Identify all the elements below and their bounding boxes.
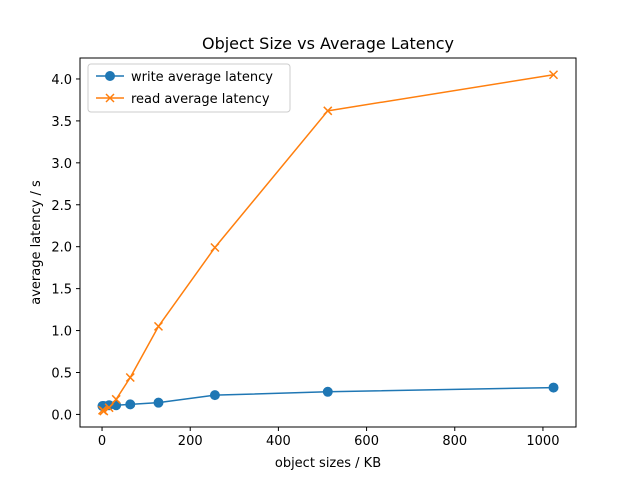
y-tick-label: 3.0 <box>51 157 72 172</box>
legend-label: read average latency <box>131 92 270 107</box>
x-tick-label: 600 <box>354 434 379 449</box>
x-tick-label: 200 <box>178 434 203 449</box>
y-tick-label: 1.5 <box>51 283 72 298</box>
write-average-latency-point <box>125 399 136 410</box>
y-axis-ticks: 0.0 0.5 1.0 1.5 2.0 2.5 3.0 3.5 4.0 <box>51 73 80 423</box>
series-layer <box>97 70 559 416</box>
x-tick-label: 0 <box>98 434 106 449</box>
read-average-latency-point <box>99 406 109 416</box>
y-tick-label: 2.0 <box>51 241 72 256</box>
y-tick-label: 0.5 <box>51 366 72 381</box>
x-tick-label: 1000 <box>526 434 559 449</box>
x-axis-ticks: 0 200 400 600 800 1000 <box>98 427 559 449</box>
y-tick-label: 3.5 <box>51 115 72 130</box>
legend: write average latency read average latenc… <box>87 63 291 113</box>
y-tick-label: 4.0 <box>51 73 72 88</box>
read-average-latency-point <box>125 372 135 383</box>
x-axis-label: object sizes / KB <box>275 456 381 471</box>
read-average-latency-point <box>104 403 114 413</box>
y-tick-label: 2.5 <box>51 199 72 214</box>
write-average-latency-point <box>548 382 559 393</box>
read-average-latency-point <box>548 70 559 80</box>
y-tick-label: 0.0 <box>51 408 72 423</box>
read-average-latency-point <box>153 321 164 331</box>
legend-marker-read-average-latency <box>105 93 115 103</box>
write-average-latency-point <box>322 386 333 397</box>
read-average-latency-point <box>111 394 121 404</box>
legend-box <box>87 63 291 113</box>
write-average-latency-point <box>209 390 220 401</box>
legend-label: write average latency <box>131 70 273 85</box>
y-tick-label: 1.0 <box>51 325 72 340</box>
x-tick-label: 400 <box>266 434 291 449</box>
write-average-latency-point <box>153 397 164 408</box>
x-tick-label: 800 <box>442 434 467 449</box>
read-average-latency-point <box>210 243 220 253</box>
legend-marker-write-average-latency <box>105 71 115 81</box>
chart-title: Object Size vs Average Latency <box>202 34 454 53</box>
read-average-latency-point <box>323 106 333 116</box>
plot-frame <box>79 57 577 428</box>
y-axis-label: average latency / s <box>29 180 44 305</box>
